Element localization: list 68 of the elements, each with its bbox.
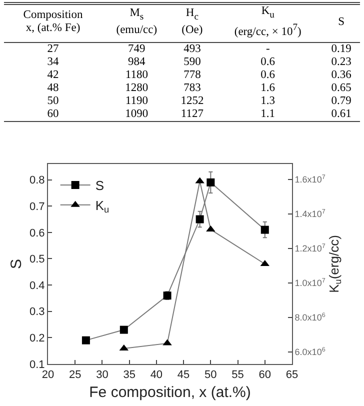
text: 984 — [127, 56, 146, 70]
text: 1.3 — [260, 95, 276, 108]
point — [196, 215, 204, 224]
text: S — [322, 4, 360, 43]
text: 1180 — [124, 69, 149, 82]
text: 0.61 — [330, 108, 352, 122]
y-tick-label: 0.3 — [30, 306, 45, 318]
y-tick-label: 0.1 — [30, 358, 45, 371]
text: 1090 — [124, 108, 150, 122]
y-tick-label: 0.7 — [30, 200, 45, 213]
text: 48 — [46, 82, 60, 96]
text: 1280 — [124, 82, 150, 96]
text: 0.36 — [330, 69, 352, 82]
x-tick-label: 45 — [177, 369, 190, 382]
text: 590 — [182, 56, 202, 70]
y2-tick-label: 1.4x10$^{7}$ — [294, 208, 326, 220]
text: 493 — [182, 42, 202, 56]
x-tick-label: 50 — [204, 369, 217, 382]
text: 0.19 — [330, 42, 352, 56]
x-tick-label: 40 — [150, 369, 163, 382]
point — [260, 226, 269, 234]
y-tick-label: 0.2 — [30, 332, 45, 345]
x-tick-label: 30 — [96, 369, 108, 382]
y2-tick-label: 8.0x10$^{6}$ — [294, 312, 326, 323]
x-tick-label: 25 — [68, 369, 82, 382]
text: 27 — [46, 42, 60, 56]
x-tick-label: 60 — [258, 369, 272, 382]
text: 1.6 — [260, 82, 276, 96]
point — [120, 326, 128, 334]
y2-tick-label: 6.0x10$^{6}$ — [294, 346, 326, 358]
x-tick-label: 20 — [42, 369, 54, 382]
point — [206, 178, 215, 186]
text: 0.23 — [330, 56, 352, 70]
x-tick-label: 55 — [232, 369, 244, 382]
text: 1252 — [180, 95, 205, 108]
y2-tick-label: 1.6x10$^{7}$ — [294, 174, 326, 185]
text: 50 — [46, 95, 60, 108]
text: M$_{s}$ (emu/cc) — [102, 4, 172, 43]
text: 1.1 — [260, 108, 276, 122]
y-tick-label: 0.6 — [30, 227, 45, 240]
x-axis-title: Fe composition, x (at.%) — [89, 384, 251, 402]
y-axis-title: S — [8, 258, 25, 270]
x-tick-label: 35 — [123, 369, 136, 382]
text: - — [264, 42, 271, 56]
legend-label: K$_{u}$ — [95, 198, 110, 215]
x-tick-label: 65 — [286, 369, 298, 382]
text: 42 — [46, 69, 60, 82]
text: 0.6 — [260, 69, 276, 82]
text: K$_{u}$ (erg/cc, × 10$^{7}$) — [213, 4, 323, 43]
y-tick-label: 0.5 — [30, 254, 45, 266]
text: 1190 — [124, 95, 149, 108]
y2-tick-label: 1.0x10$^{7}$ — [294, 277, 326, 288]
text: 34 — [46, 56, 60, 70]
text: Composition x, (at.% Fe) — [4, 4, 102, 43]
text: 778 — [182, 69, 202, 82]
text: 783 — [182, 82, 202, 96]
text: 749 — [127, 42, 146, 56]
text: 60 — [46, 108, 60, 122]
y-tick-label: 0.8 — [30, 174, 45, 187]
text: 0.65 — [330, 82, 352, 96]
legend-label: S — [95, 178, 104, 194]
text: 0.6 — [260, 56, 276, 70]
text: 0.79 — [330, 95, 352, 108]
y-tick-label: 0.4 — [30, 280, 45, 292]
text: H$_{c}$ (Oe) — [171, 4, 214, 43]
point — [82, 336, 90, 344]
y2-tick-label: 1.2x10$^{7}$ — [294, 242, 326, 254]
text: 1127 — [180, 108, 204, 122]
